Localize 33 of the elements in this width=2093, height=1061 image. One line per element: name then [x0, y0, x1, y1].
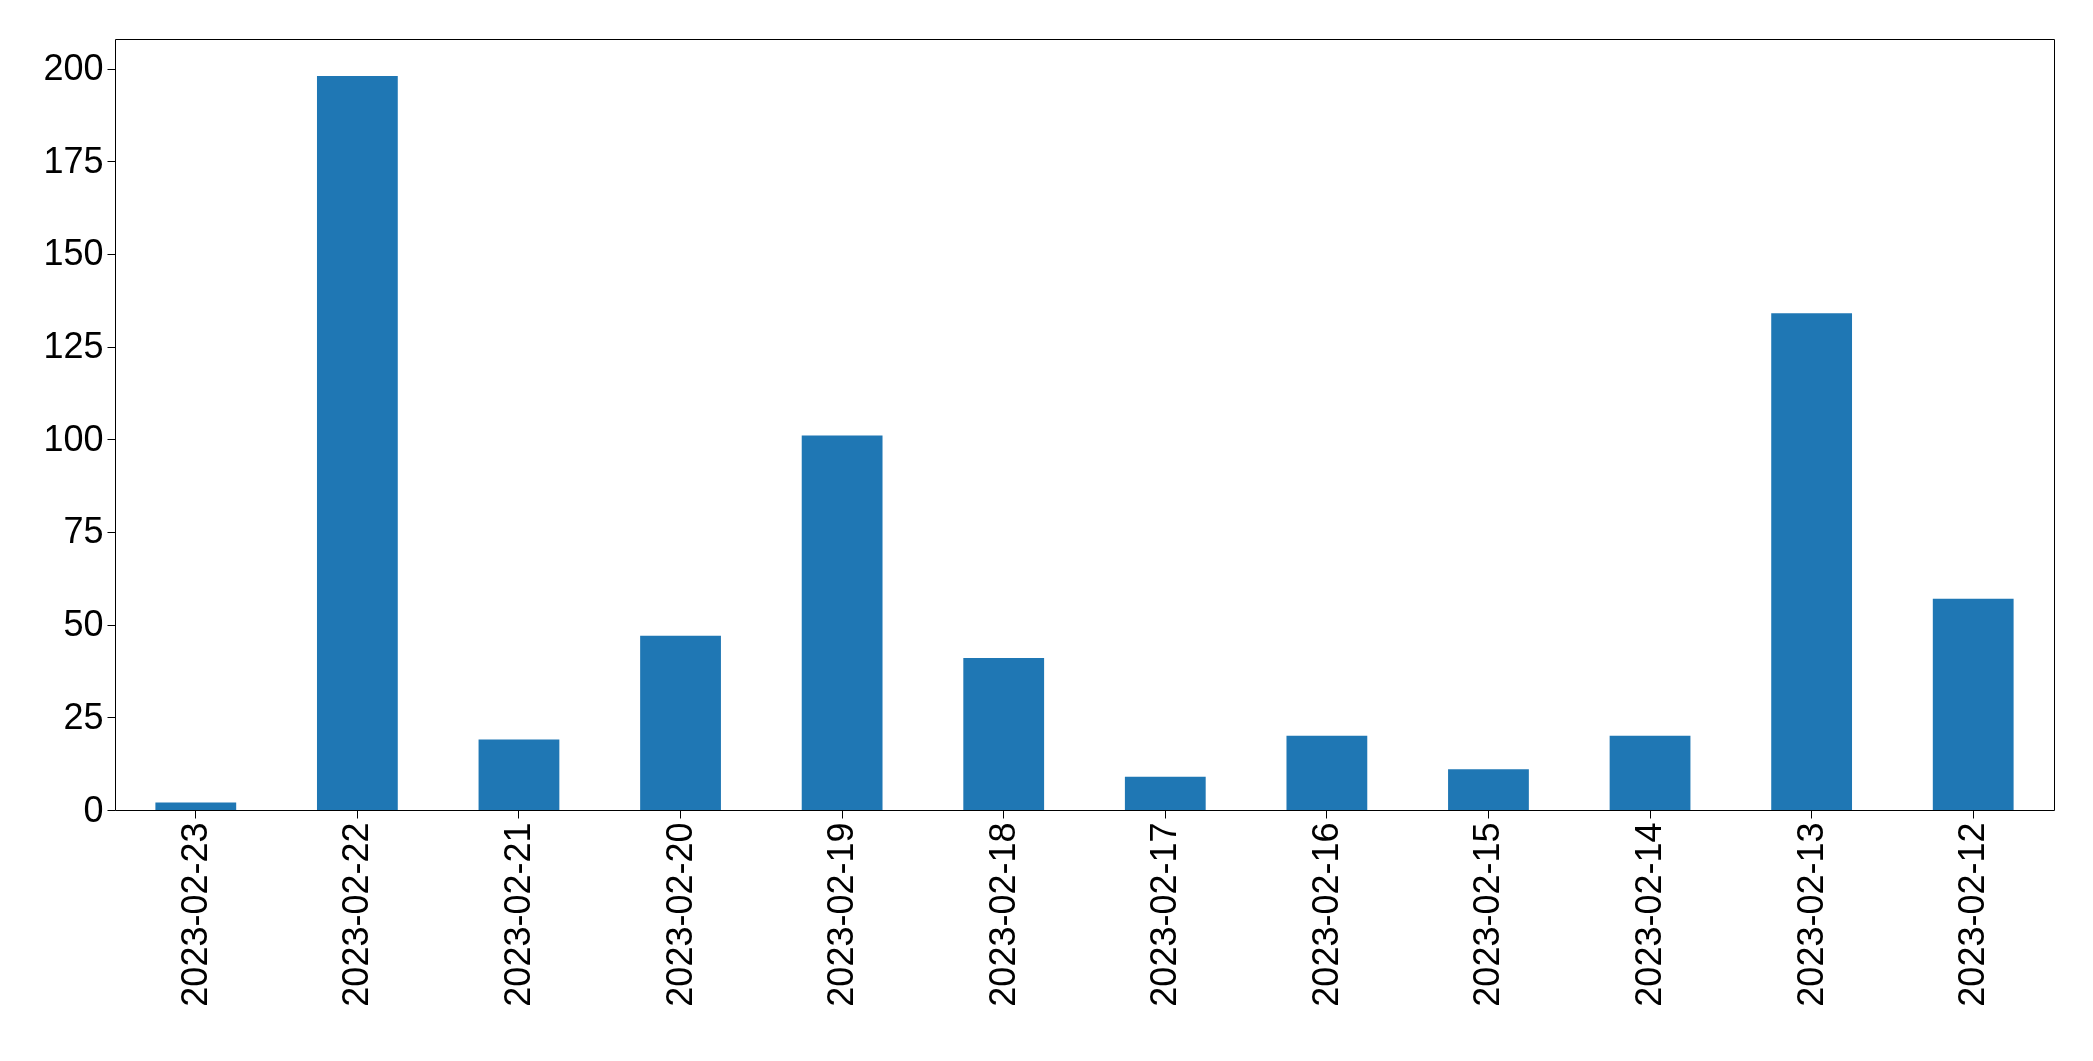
y-tick-label: 125 [43, 325, 104, 367]
y-tick-label: 200 [43, 47, 104, 89]
x-tick-label: 2023-02-14 [1628, 822, 1670, 1007]
x-tick-label: 2023-02-23 [173, 822, 215, 1007]
y-tick-label: 50 [63, 603, 104, 645]
bar [1124, 776, 1206, 810]
bar [1286, 735, 1368, 810]
bar [963, 658, 1045, 810]
y-tick-label: 150 [43, 232, 104, 274]
x-tick-label: 2023-02-21 [496, 822, 538, 1007]
bar [801, 435, 883, 810]
bar [1448, 769, 1529, 810]
x-tick-label: 2023-02-12 [1951, 822, 1993, 1007]
bar [1609, 735, 1691, 810]
bar [640, 635, 721, 810]
y-tick-label: 25 [63, 695, 104, 737]
y-tick-label: 0 [83, 788, 104, 830]
x-tick-label: 2023-02-17 [1143, 822, 1185, 1007]
x-tick-label: 2023-02-20 [658, 822, 700, 1007]
y-tick-label: 75 [63, 510, 104, 552]
bar [155, 802, 237, 810]
bar [316, 76, 398, 810]
x-tick-label: 2023-02-16 [1304, 822, 1346, 1007]
y-tick-label: 175 [43, 139, 104, 181]
y-tick-label: 100 [43, 417, 104, 459]
x-tick-label: 2023-02-22 [335, 822, 377, 1007]
bar [478, 739, 560, 810]
bar [1771, 313, 1853, 810]
x-tick-label: 2023-02-18 [981, 822, 1023, 1007]
bar [1932, 598, 2014, 810]
x-tick-label: 2023-02-15 [1466, 822, 1508, 1007]
x-tick-label: 2023-02-19 [820, 822, 862, 1007]
x-tick-label: 2023-02-13 [1789, 822, 1831, 1007]
